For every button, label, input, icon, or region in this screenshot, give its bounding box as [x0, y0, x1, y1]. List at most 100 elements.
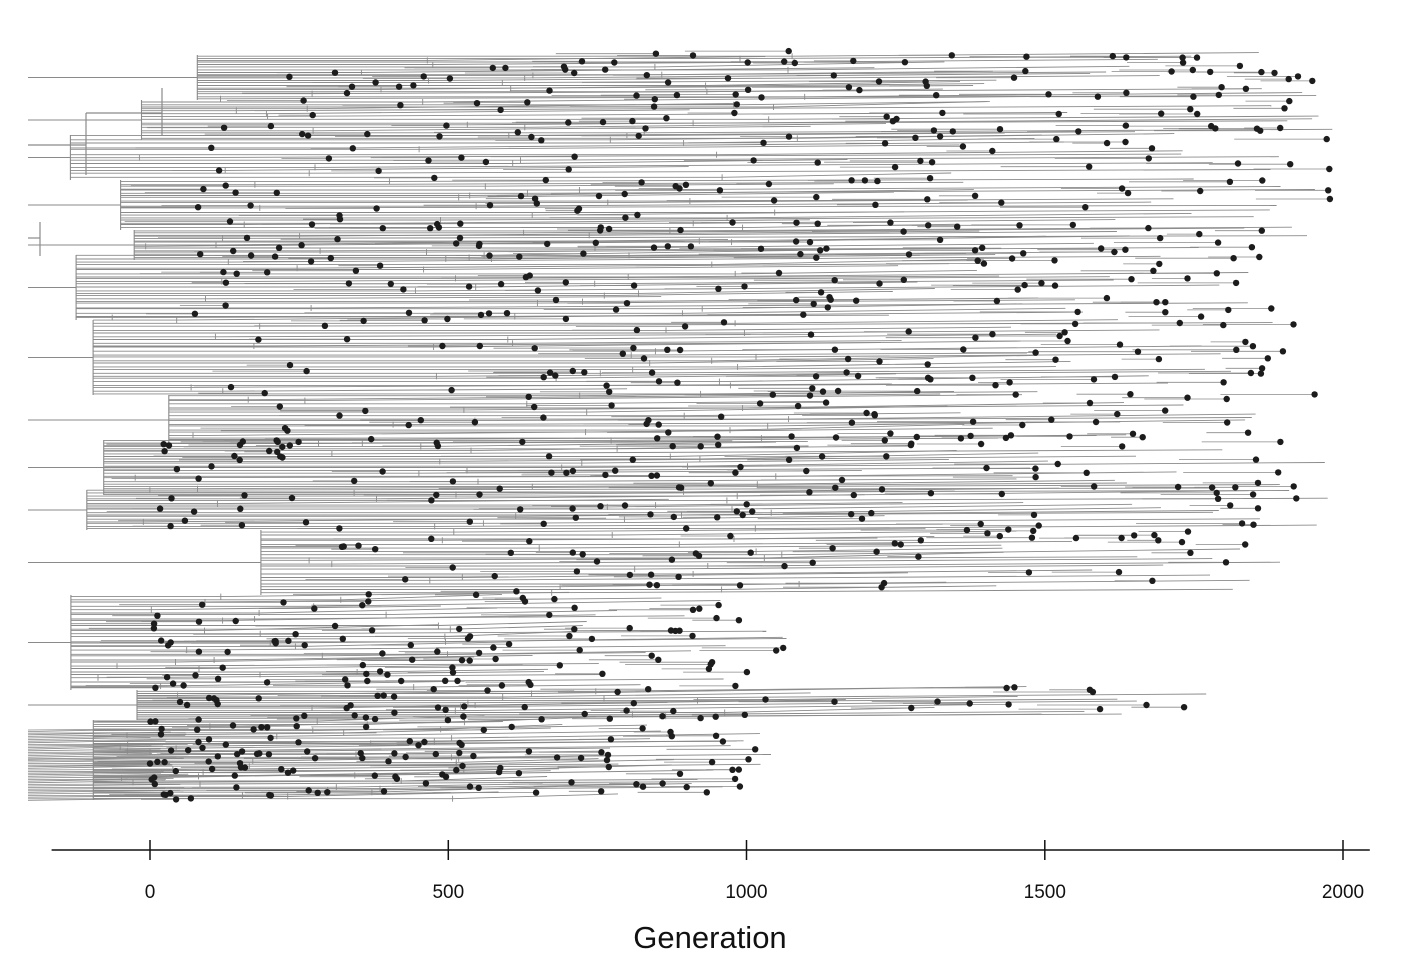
tip-point [834, 387, 842, 395]
tip-point [1187, 549, 1194, 556]
tip-point [368, 627, 376, 634]
tip-point [406, 738, 413, 745]
tip-point [158, 637, 165, 644]
tip-point [670, 707, 677, 715]
tip-point [1242, 541, 1249, 548]
tree-branch [726, 497, 1328, 501]
tree-branch [539, 544, 1002, 549]
tip-point [967, 432, 974, 440]
tip-point [231, 772, 238, 779]
tree-branch [520, 156, 1279, 161]
tip-point [147, 718, 154, 725]
tip-point [630, 344, 637, 352]
tip-point [954, 223, 961, 230]
tip-point [1287, 161, 1294, 168]
tip-point [457, 220, 464, 227]
tip-point [844, 355, 852, 363]
tree-branch [27, 751, 188, 755]
tip-point [651, 96, 658, 103]
tree-branch [312, 724, 648, 732]
tip-point [1069, 221, 1077, 229]
tip-point [697, 443, 704, 450]
tree-branch [532, 211, 905, 216]
tip-point [146, 760, 154, 767]
tip-point [1212, 125, 1219, 132]
tip-point [648, 472, 655, 479]
tip-point [1052, 356, 1059, 363]
tip-point [1019, 421, 1026, 429]
tip-point [172, 767, 179, 775]
tree-branch [427, 56, 766, 61]
tip-point [194, 204, 202, 211]
tip-point [875, 78, 883, 85]
tip-point [264, 724, 271, 731]
tip-point [234, 751, 241, 758]
tip-point [607, 736, 615, 743]
tip-point [998, 490, 1005, 498]
tip-point [362, 714, 370, 721]
tree-branch [371, 786, 558, 793]
tree-branch [526, 400, 825, 405]
tip-point [286, 442, 293, 449]
tip-point [843, 369, 850, 376]
tip-point [876, 280, 883, 287]
tip-point [957, 435, 965, 442]
tip-point [1180, 704, 1188, 711]
tip-point [971, 247, 979, 254]
tip-point [822, 399, 830, 406]
tip-point [498, 682, 506, 689]
tip-point [1056, 332, 1063, 340]
tip-point [371, 715, 379, 723]
tip-point [1193, 54, 1201, 61]
tip-point [602, 66, 609, 73]
tip-point [806, 392, 814, 399]
tip-point [368, 435, 375, 443]
tip-point [1025, 569, 1033, 576]
tip-point [521, 703, 528, 711]
tip-point [659, 713, 666, 720]
tip-point [372, 546, 379, 553]
tip-point [1220, 379, 1227, 386]
tree-branch [295, 641, 510, 648]
tip-point [682, 181, 690, 188]
tip-point [689, 606, 697, 613]
tree-branch [607, 199, 968, 204]
tree-branch [27, 769, 158, 771]
tip-point [395, 83, 403, 90]
tree-branch [27, 731, 171, 736]
tip-point [1148, 145, 1156, 152]
tree-branch [775, 471, 1177, 477]
tip-point [185, 747, 192, 754]
tree-branch [253, 342, 881, 347]
tree-branch [386, 610, 618, 616]
tree-branch [655, 502, 903, 506]
tip-point [379, 650, 386, 657]
tip-point [573, 568, 581, 575]
tip-point [256, 750, 263, 757]
tip-point [747, 549, 754, 556]
tree-branch [413, 684, 641, 688]
tip-point [901, 59, 909, 66]
tip-point [735, 617, 743, 624]
tip-point [1226, 178, 1234, 185]
tip-point [274, 448, 281, 456]
tip-point [1155, 355, 1163, 363]
tip-point [727, 532, 734, 540]
tip-point [565, 166, 572, 173]
tree-branch [456, 758, 599, 763]
tip-point [336, 216, 344, 223]
tip-point [277, 453, 284, 460]
tip-point [507, 549, 514, 556]
tip-point [741, 711, 748, 718]
tree-branch [721, 585, 997, 590]
tree-branch [438, 621, 587, 626]
tree-branch [270, 638, 787, 644]
tip-point [434, 704, 442, 711]
tip-point [792, 238, 800, 245]
tip-point [495, 768, 503, 776]
tip-point [375, 167, 382, 175]
tip-point [1290, 483, 1297, 490]
tip-point [1254, 505, 1262, 512]
tip-point [398, 677, 405, 685]
tree-branch [27, 739, 166, 744]
